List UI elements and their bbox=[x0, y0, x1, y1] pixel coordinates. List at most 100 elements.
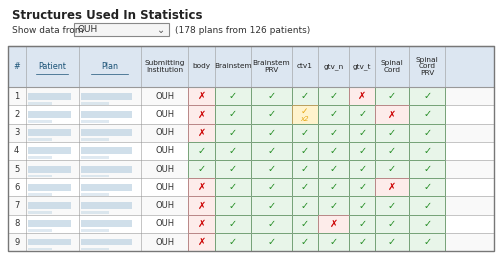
Text: 7: 7 bbox=[14, 201, 20, 210]
Text: ✓: ✓ bbox=[267, 146, 275, 156]
Bar bbox=[349, 87, 376, 105]
Text: ctv1: ctv1 bbox=[297, 63, 313, 69]
Text: ✗: ✗ bbox=[388, 182, 396, 192]
Bar bbox=[409, 160, 446, 178]
Bar bbox=[188, 233, 214, 251]
Text: ✓: ✓ bbox=[300, 146, 309, 156]
Text: OUH: OUH bbox=[155, 146, 174, 155]
Bar bbox=[376, 196, 409, 215]
Bar bbox=[8, 46, 494, 87]
Bar bbox=[318, 160, 349, 178]
Bar bbox=[250, 87, 292, 105]
Text: ✓: ✓ bbox=[423, 164, 431, 174]
Bar bbox=[8, 142, 494, 160]
Text: ✓: ✓ bbox=[228, 128, 237, 138]
Text: ✓: ✓ bbox=[330, 200, 338, 211]
Bar bbox=[80, 220, 132, 227]
Bar bbox=[318, 142, 349, 160]
Text: ✓: ✓ bbox=[423, 109, 431, 120]
Text: OUH: OUH bbox=[155, 183, 174, 192]
Bar bbox=[28, 193, 52, 196]
Bar bbox=[318, 87, 349, 105]
Bar bbox=[318, 124, 349, 142]
Text: ✓: ✓ bbox=[228, 237, 237, 247]
Text: ✓: ✓ bbox=[330, 128, 338, 138]
Text: ✗: ✗ bbox=[198, 91, 205, 101]
Text: 5: 5 bbox=[14, 165, 20, 174]
Bar bbox=[80, 138, 108, 141]
Bar bbox=[349, 142, 376, 160]
Text: ✓: ✓ bbox=[198, 164, 205, 174]
Bar bbox=[80, 129, 132, 136]
Text: ✓: ✓ bbox=[358, 164, 366, 174]
Text: ✓: ✓ bbox=[423, 91, 431, 101]
Bar bbox=[318, 178, 349, 196]
Bar bbox=[409, 87, 446, 105]
Text: 9: 9 bbox=[14, 237, 20, 247]
Text: ✓: ✓ bbox=[228, 219, 237, 229]
Bar bbox=[80, 166, 132, 173]
Bar bbox=[28, 111, 71, 118]
Bar bbox=[80, 229, 108, 232]
Text: ✓: ✓ bbox=[267, 128, 275, 138]
Text: OUH: OUH bbox=[155, 219, 174, 228]
Text: ✓: ✓ bbox=[300, 219, 309, 229]
Text: ✓: ✓ bbox=[300, 164, 309, 174]
Text: ✓: ✓ bbox=[300, 200, 309, 211]
Bar bbox=[409, 178, 446, 196]
Text: ✓: ✓ bbox=[423, 146, 431, 156]
Bar bbox=[28, 120, 52, 123]
Bar bbox=[8, 105, 494, 124]
Bar bbox=[250, 196, 292, 215]
Bar bbox=[28, 147, 71, 154]
Text: ✓: ✓ bbox=[330, 164, 338, 174]
Text: 6: 6 bbox=[14, 183, 20, 192]
Bar bbox=[80, 93, 132, 100]
Bar bbox=[214, 196, 250, 215]
Text: ✓: ✓ bbox=[267, 237, 275, 247]
Bar bbox=[250, 124, 292, 142]
Bar bbox=[80, 157, 108, 159]
Text: ✓: ✓ bbox=[228, 164, 237, 174]
Bar bbox=[188, 178, 214, 196]
Bar bbox=[80, 184, 132, 191]
Text: 1: 1 bbox=[14, 92, 20, 101]
Bar bbox=[28, 175, 52, 177]
Text: body: body bbox=[192, 63, 210, 69]
Bar bbox=[188, 105, 214, 124]
Bar bbox=[349, 196, 376, 215]
Bar bbox=[80, 239, 132, 245]
Bar bbox=[409, 124, 446, 142]
Bar bbox=[214, 178, 250, 196]
Text: ✓: ✓ bbox=[388, 219, 396, 229]
Bar bbox=[292, 178, 318, 196]
Bar bbox=[376, 105, 409, 124]
Text: ✗: ✗ bbox=[330, 219, 338, 229]
Text: 2: 2 bbox=[14, 110, 20, 119]
Text: OUH: OUH bbox=[155, 237, 174, 247]
Text: ✓: ✓ bbox=[423, 182, 431, 192]
Text: OUH: OUH bbox=[78, 25, 98, 34]
Text: ✓: ✓ bbox=[228, 91, 237, 101]
Text: ✓: ✓ bbox=[228, 109, 237, 120]
Text: ✓: ✓ bbox=[330, 182, 338, 192]
Bar bbox=[292, 142, 318, 160]
Bar bbox=[28, 93, 71, 100]
Bar bbox=[188, 124, 214, 142]
Bar bbox=[250, 233, 292, 251]
Text: ✓: ✓ bbox=[330, 91, 338, 101]
Text: Structures Used In Statistics: Structures Used In Statistics bbox=[12, 9, 203, 23]
Bar bbox=[214, 87, 250, 105]
Bar bbox=[376, 160, 409, 178]
Bar bbox=[80, 147, 132, 154]
Bar bbox=[318, 196, 349, 215]
Text: ⌄: ⌄ bbox=[158, 25, 166, 35]
Bar bbox=[376, 87, 409, 105]
Bar bbox=[28, 239, 71, 245]
Bar bbox=[28, 184, 71, 191]
Text: ✗: ✗ bbox=[198, 219, 205, 229]
Bar bbox=[292, 233, 318, 251]
Bar bbox=[214, 160, 250, 178]
Bar bbox=[28, 211, 52, 214]
Text: Patient: Patient bbox=[38, 62, 66, 71]
